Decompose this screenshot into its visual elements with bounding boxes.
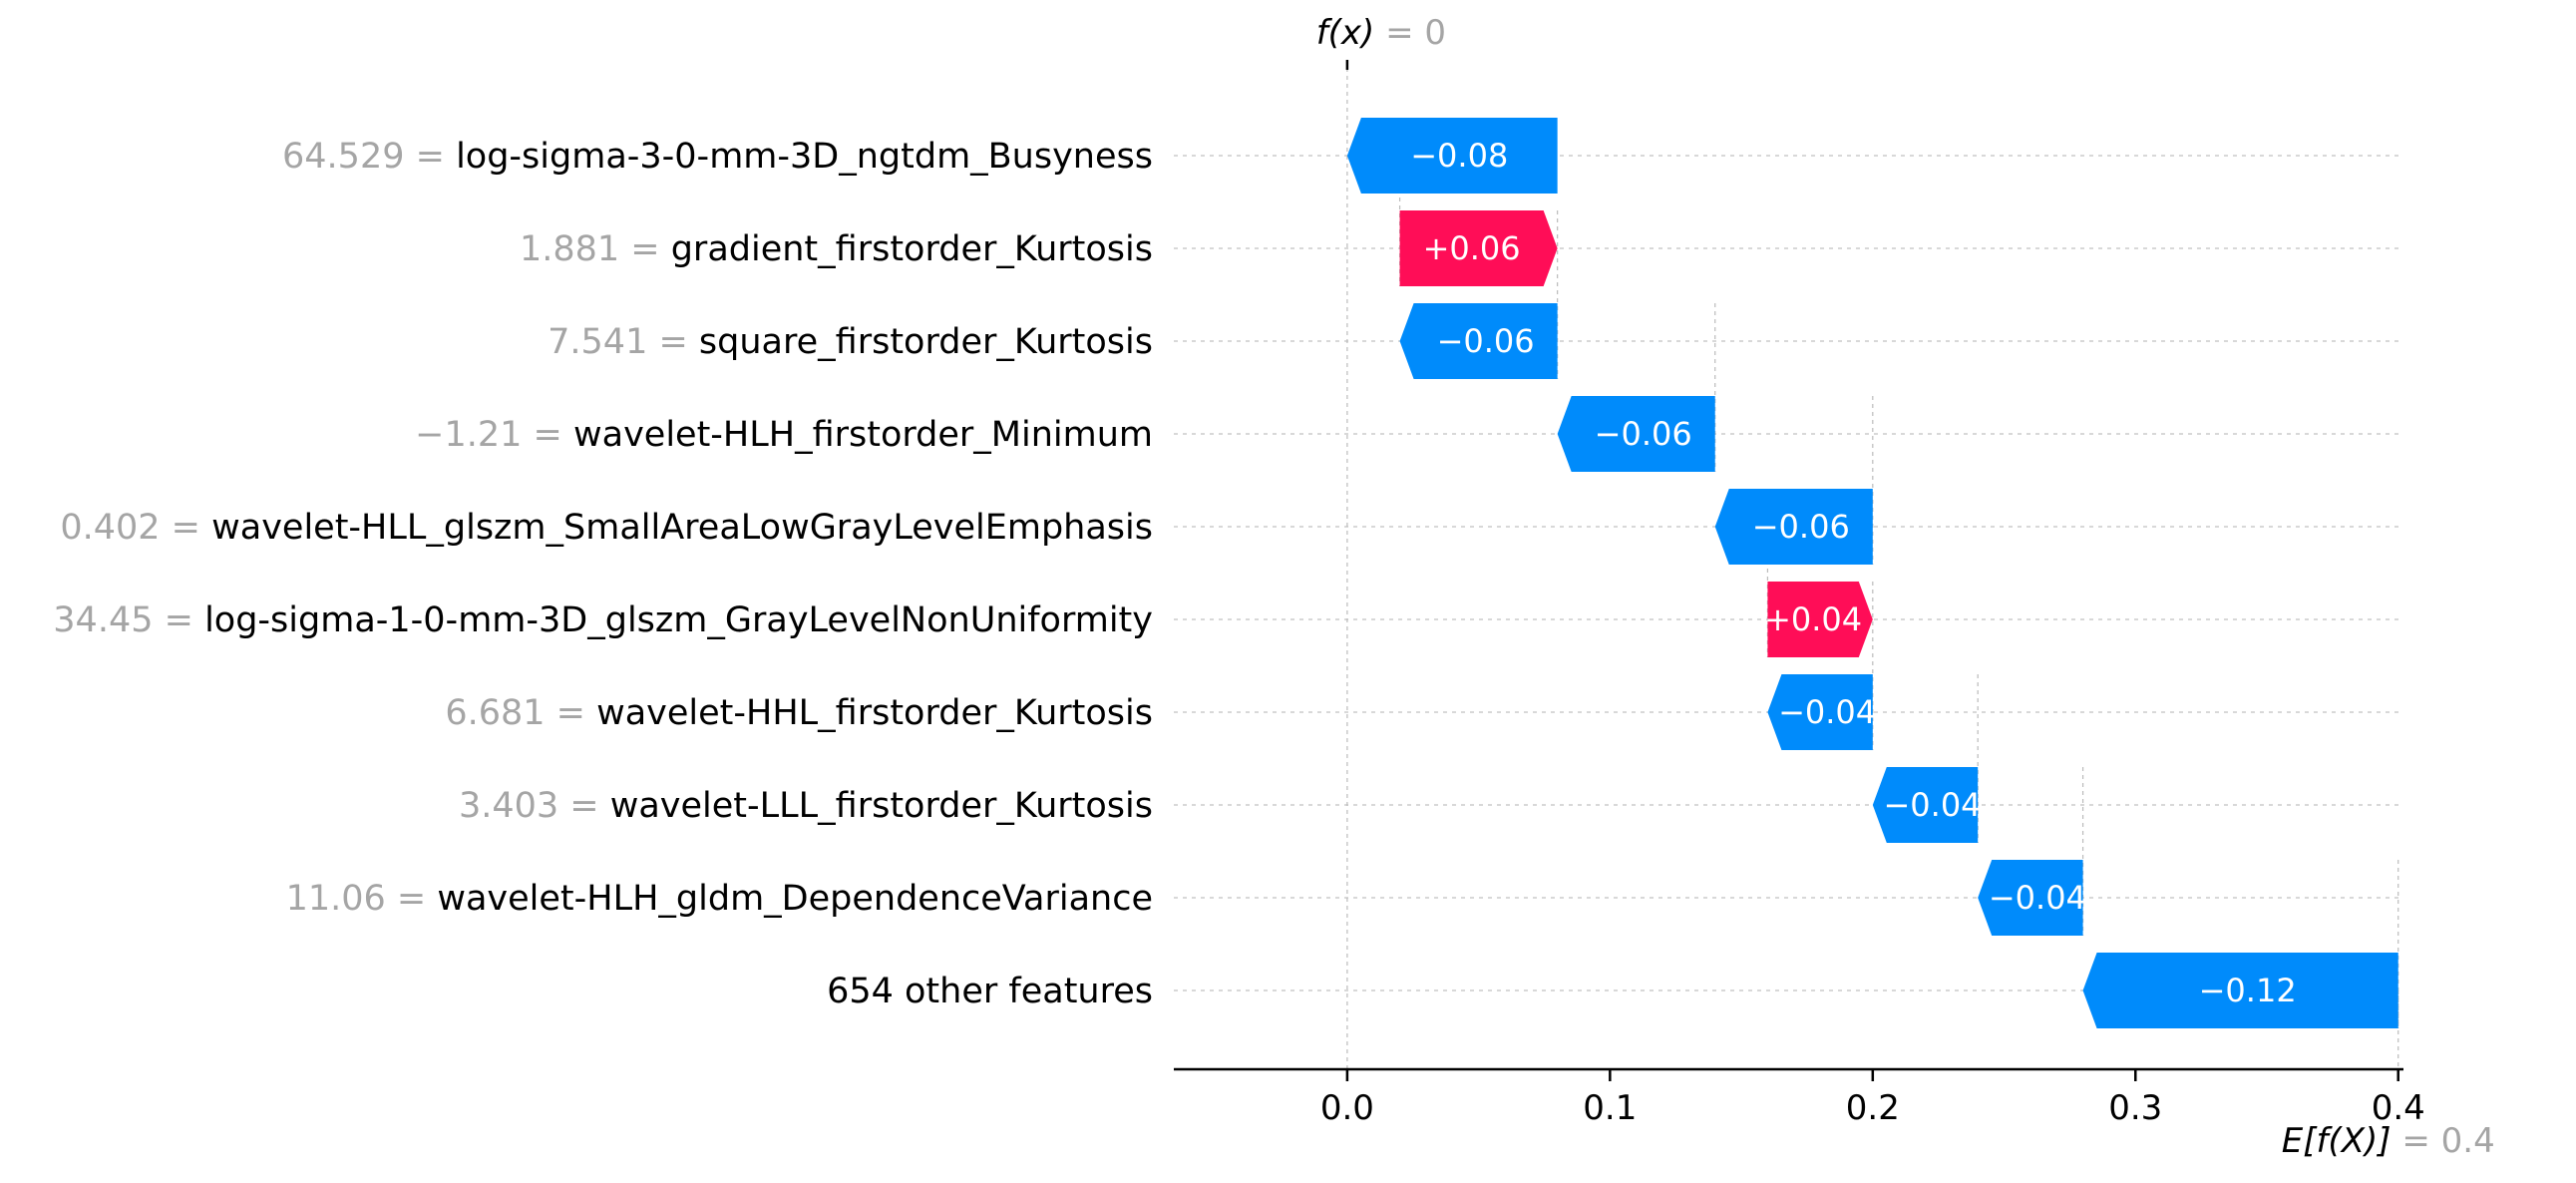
waterfall-bar (1872, 767, 1979, 843)
waterfall-bar (1714, 489, 1873, 565)
bar-value-label: +0.04 (1764, 600, 1862, 638)
feature-label: 3.403 = wavelet-LLL_firstorder_Kurtosis (459, 786, 1153, 826)
bars: −0.08 +0.06 −0.06 −0.06 −0.06 +0.04 −0.04 −0.04… (1346, 118, 2398, 1028)
feature-label: 0.402 = wavelet-HLL_glszm_SmallAreaLowGr… (60, 508, 1153, 548)
bar-value-label: −0.06 (1752, 508, 1850, 546)
feature-label: 6.681 = wavelet-HHL_firstorder_Kurtosis (445, 693, 1153, 733)
feature-name: wavelet-LLL_firstorder_Kurtosis (610, 786, 1153, 826)
efx-label: E[f(X)] = 0.4 (2282, 1121, 2495, 1161)
feature-value: 3.403 = (459, 786, 610, 826)
feature-name: wavelet-HHL_firstorder_Kurtosis (596, 693, 1153, 733)
feature-name: wavelet-HLH_firstorder_Minimum (573, 415, 1153, 455)
feature-labels: 64.529 = log-sigma-3-0-mm-3D_ngtdm_Busyn… (53, 137, 1153, 1011)
feature-label: 34.45 = log-sigma-1-0-mm-3D_glszm_GrayLe… (53, 600, 1153, 640)
bar-value-label: −0.06 (1437, 322, 1535, 360)
feature-label: 64.529 = log-sigma-3-0-mm-3D_ngtdm_Busyn… (282, 137, 1153, 177)
feature-value: 0.402 = (60, 508, 211, 548)
feature-name: gradient_firstorder_Kurtosis (671, 229, 1153, 269)
feature-name: wavelet-HLH_gldm_DependenceVariance (437, 879, 1153, 919)
feature-name: 654 other features (827, 972, 1153, 1011)
feature-label: 1.881 = gradient_firstorder_Kurtosis (520, 229, 1153, 269)
waterfall-bar (1767, 582, 1873, 657)
feature-value: 64.529 = (282, 137, 456, 177)
connector-lines (1346, 68, 2399, 1069)
feature-name: log-sigma-1-0-mm-3D_glszm_GrayLevelNonUn… (204, 600, 1153, 640)
bar-value-label: −0.06 (1595, 415, 1692, 453)
x-axis: 0.0 0.1 0.2 0.3 0.4 (1174, 1067, 2425, 1128)
waterfall-bar (1767, 674, 1873, 750)
feature-value: 34.45 = (53, 600, 204, 640)
waterfall-bar (1978, 860, 2083, 936)
feature-label: −1.21 = wavelet-HLH_firstorder_Minimum (415, 415, 1153, 455)
feature-name: log-sigma-3-0-mm-3D_ngtdm_Busyness (456, 137, 1153, 177)
efx-name: E[f(X)] (2282, 1121, 2392, 1161)
feature-label: 7.541 = square_firstorder_Kurtosis (548, 322, 1153, 362)
bar-value-label: −0.08 (1410, 137, 1508, 175)
x-tick-label: 0.0 (1320, 1088, 1374, 1128)
feature-name: wavelet-HLL_glszm_SmallAreaLowGrayLevelE… (211, 508, 1153, 548)
fx-label: f(x) = 0 (1316, 13, 1446, 53)
feature-value: 7.541 = (548, 322, 699, 362)
efx-eq: = (2392, 1121, 2441, 1161)
waterfall-bar (1346, 118, 1558, 194)
waterfall-bar (1399, 303, 1558, 379)
efx-value: 0.4 (2441, 1121, 2495, 1161)
row-gridlines (1174, 155, 2403, 991)
feature-label: 11.06 = wavelet-HLH_gldm_DependenceVaria… (286, 879, 1153, 919)
bar-value-label: −0.12 (2199, 972, 2297, 1009)
x-tick-label: 0.3 (2108, 1088, 2162, 1128)
feature-value: 1.881 = (520, 229, 671, 269)
waterfall-bar (1557, 396, 1715, 472)
fx-value: 0 (1424, 13, 1446, 53)
feature-name: square_firstorder_Kurtosis (699, 322, 1153, 362)
bar-value-label: +0.06 (1423, 229, 1521, 267)
x-tick-label: 0.1 (1583, 1088, 1637, 1128)
bar-value-label: −0.04 (1883, 786, 1981, 824)
waterfall-bar (2082, 953, 2398, 1028)
feature-value: 11.06 = (286, 879, 438, 919)
fx-name: f(x) (1316, 13, 1375, 53)
x-tick-label: 0.4 (2372, 1088, 2425, 1128)
fx-eq: = (1374, 13, 1424, 53)
bar-value-label: −0.04 (1778, 693, 1876, 731)
feature-value: −1.21 = (415, 415, 573, 455)
waterfall-bar (1399, 210, 1558, 286)
feature-label: 654 other features (827, 972, 1153, 1011)
x-tick-label: 0.2 (1846, 1088, 1900, 1128)
bar-value-label: −0.04 (1989, 879, 2086, 917)
feature-value: 6.681 = (445, 693, 596, 733)
